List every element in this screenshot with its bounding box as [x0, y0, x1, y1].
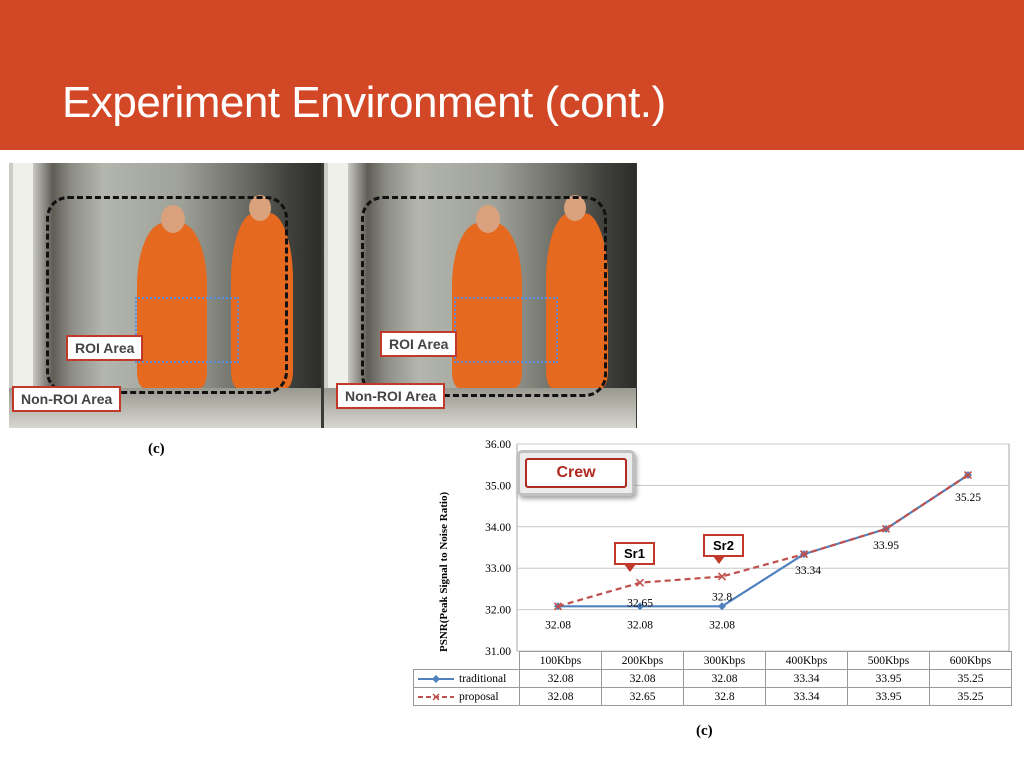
non-roi-area-label: Non-ROI Area [12, 386, 122, 412]
table-header-cell: 200Kbps [601, 651, 684, 670]
roi-inner-boundary [135, 297, 239, 363]
legend-traditional-label: traditional [459, 672, 507, 685]
sr2-callout: Sr2 [703, 534, 744, 564]
astronaut-head [249, 195, 271, 221]
marker-proposal [881, 524, 891, 533]
y-tick-label: 33.00 [485, 563, 511, 575]
marker-traditional [636, 602, 644, 611]
table-cell: 33.95 [847, 669, 930, 688]
table-cell: 35.25 [929, 687, 1012, 706]
marker-traditional [718, 602, 726, 611]
table-cell: 32.8 [683, 687, 766, 706]
astronaut-head [161, 205, 185, 233]
legend-traditional-swatch [418, 674, 454, 683]
data-label: 35.25 [955, 492, 981, 504]
legend-traditional: traditional [413, 669, 520, 688]
roi-area-label: ROI Area [380, 331, 458, 357]
astronaut-figure [231, 213, 293, 388]
table-corner [413, 651, 520, 670]
table-header-cell: 500Kbps [847, 651, 930, 670]
chart-caption: (c) [696, 723, 713, 739]
photo-door [13, 163, 33, 428]
slide-header [0, 0, 1024, 150]
astronaut-figure [452, 223, 522, 388]
data-label: 33.95 [873, 540, 899, 552]
photo-caption: (c) [148, 441, 165, 457]
legend-proposal-label: proposal [459, 690, 499, 703]
y-tick-label: 36.00 [485, 439, 511, 451]
marker-proposal [717, 572, 727, 581]
chart-data-table: 100Kbps 200Kbps 300Kbps 400Kbps 500Kbps … [413, 651, 1012, 706]
series-line-proposal [557, 474, 969, 608]
marker-proposal [799, 550, 809, 559]
table-cell: 32.08 [601, 669, 684, 688]
marker-proposal [553, 602, 563, 611]
table-cell: 33.34 [765, 687, 848, 706]
y-tick-label: 34.00 [485, 522, 511, 534]
astronaut-head [564, 195, 586, 221]
table-header-cell: 300Kbps [683, 651, 766, 670]
crew-label-box: Crew [517, 450, 635, 496]
slide-title: Experiment Environment (cont.) [62, 78, 666, 127]
data-label: 32.08 [709, 619, 735, 631]
y-tick-label: 35.00 [485, 480, 511, 492]
table-cell: 35.25 [929, 669, 1012, 688]
table-header-cell: 600Kbps [929, 651, 1012, 670]
sr1-callout: Sr1 [614, 542, 655, 572]
table-cell: 32.65 [601, 687, 684, 706]
table-header-row: 100Kbps 200Kbps 300Kbps 400Kbps 500Kbps … [413, 651, 1012, 670]
photo-frame-right: ROI Area Non-ROI Area [324, 163, 636, 428]
table-cell: 33.95 [847, 687, 930, 706]
table-cell: 32.08 [683, 669, 766, 688]
table-row-traditional: traditional 32.08 32.08 32.08 33.34 33.9… [413, 669, 1012, 688]
data-label-proposal: 32.8 [712, 591, 732, 603]
non-roi-area-label: Non-ROI Area [336, 383, 446, 409]
table-row-proposal: proposal 32.08 32.65 32.8 33.34 33.95 35… [413, 687, 1012, 706]
roi-outer-boundary [361, 196, 607, 397]
marker-proposal [635, 578, 645, 587]
roi-area-label: ROI Area [66, 335, 144, 361]
table-header-cell: 400Kbps [765, 651, 848, 670]
table-header-cell: 100Kbps [519, 651, 602, 670]
roi-inner-boundary [454, 297, 558, 363]
data-label: 33.34 [795, 565, 821, 577]
legend-proposal-swatch [418, 693, 454, 701]
astronaut-head [476, 205, 500, 233]
table-cell: 32.08 [519, 669, 602, 688]
roi-photo-comparison: ROI Area Non-ROI Area ROI Area Non-ROI A… [9, 163, 637, 428]
data-label-proposal: 32.65 [627, 598, 653, 610]
marker-proposal [963, 470, 973, 480]
photo-frame-left: ROI Area Non-ROI Area [9, 163, 321, 428]
data-label: 32.08 [627, 619, 653, 631]
y-tick-label: 32.00 [485, 605, 511, 617]
crew-label: Crew [525, 458, 627, 488]
data-label: 32.08 [545, 619, 571, 631]
table-cell: 32.08 [519, 687, 602, 706]
legend-proposal: proposal [413, 687, 520, 706]
astronaut-figure [137, 223, 207, 388]
roi-outer-boundary [46, 196, 288, 394]
table-cell: 33.34 [765, 669, 848, 688]
photo-door [328, 163, 348, 428]
